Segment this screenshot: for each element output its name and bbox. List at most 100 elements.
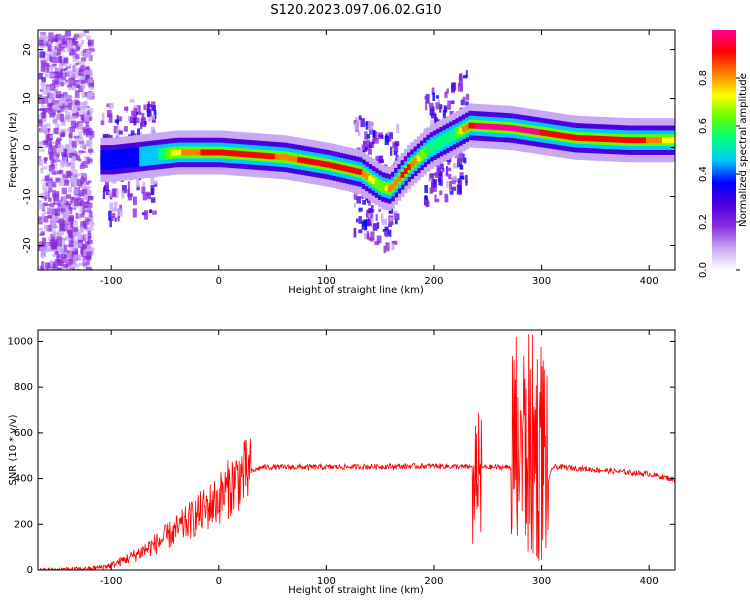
spectrogram-cell [38,141,44,145]
spectrogram-cell [82,81,86,90]
spectrogram-cell [142,192,147,201]
spectrogram-ridge-cell [397,175,402,182]
snr-x-axis-label: Height of straight line (km) [288,585,424,596]
spectrogram-cell [147,115,152,122]
spectrogram-cell [58,98,64,106]
spectrogram-ridge-cell [600,136,605,142]
spectrogram-cell [50,56,56,63]
spectrogram-cell [69,265,73,270]
spectrogram-cell [88,233,92,239]
spectrogram-ridge-cell [232,150,237,157]
spectrogram-cell [58,218,64,225]
spectrogram-cell [42,237,46,244]
spectrogram-cell [78,69,85,76]
spectrogram-cell [49,202,55,208]
spectrogram-x-tick-label: 100 [317,276,336,287]
spectrogram-cell [54,244,58,249]
spectrogram-cell [84,143,90,147]
spectrogram-ridge-cell [290,155,295,162]
spectrogram-cell [59,113,65,122]
spectrogram-cell [57,40,63,46]
spectrogram-ridge-cell [400,171,405,178]
spectrogram-cell [376,235,382,244]
spectrogram-cell [60,68,67,71]
spectrogram-cell [675,130,679,150]
spectrogram-cell [135,177,140,188]
spectrogram-cell [52,261,59,270]
spectrogram-cell [84,240,90,246]
spectrogram-cell [87,77,94,80]
spectrogram-cell [80,162,85,167]
spectrogram-cell [115,187,119,198]
spectrogram-cell [428,178,433,182]
spectrogram-cell [129,116,134,122]
spectrogram-cell [69,130,73,139]
spectrogram-cell [45,89,49,96]
spectrogram-cell [44,128,48,135]
spectrogram-cell [358,130,361,137]
spectrogram-cell [72,126,76,132]
spectrogram-cell [103,186,106,192]
spectrogram-cell [61,35,66,40]
spectrogram-cell [44,224,48,231]
spectrogram-cell [65,79,69,83]
spectrogram-cell [150,185,155,196]
spectrogram-cell [75,81,82,85]
spectrogram-cell [73,220,78,226]
snr-marks [38,334,675,570]
spectrogram-cell [69,71,75,78]
spectrogram-cell [41,101,45,108]
spectrogram-cell [60,160,66,167]
spectrogram-cell [450,100,455,105]
spectrogram-x-tick-label: 200 [424,276,443,287]
spectrogram-cell [458,76,463,86]
spectrogram-ridge-cell [132,154,137,161]
spectrogram-ridge-cell [591,135,595,142]
spectrogram-cell [368,128,373,135]
spectrogram-cell [61,145,67,150]
spectrogram-cell [85,186,89,189]
spectrogram-cell [62,98,66,102]
spectrogram-ridge-cell [174,149,179,156]
spectrogram-cell [75,111,80,115]
spectrogram-ridge-cell [439,138,444,145]
spectrogram-cell [394,141,400,147]
spectrogram-ridge-cell [442,136,447,143]
spectrogram-cell [78,262,83,266]
spectrogram-cell [135,111,139,115]
spectrogram-cell [78,35,83,39]
spectrogram-cell [395,155,400,159]
spectrogram-cell [68,152,74,159]
spectrogram-ridge-cell [297,156,302,163]
spectrogram-cell [73,238,78,246]
spectrogram-ridge-cell [206,149,211,156]
spectrogram-ridge-cell [332,163,337,170]
spectrogram-cell [378,132,383,137]
spectrogram-cell [47,236,51,242]
spectrogram-cell [47,44,52,52]
spectrogram-cell [65,215,69,223]
colorbar-tick-label: 0.0 [698,262,709,278]
colorbar-tick-label: 0.6 [698,118,709,134]
spectrogram-ridge-cell [316,160,321,166]
spectrogram-ridge-cell [407,164,411,171]
spectrogram-ridge-cell [323,161,327,168]
spectrogram-ridge-cell [665,137,670,144]
spectrogram-cell [59,133,65,138]
spectrogram-cell [77,242,83,248]
spectrogram-cell [61,205,66,213]
spectrogram-cell [58,143,63,148]
spectrogram-cell [431,87,435,96]
spectrogram-cell [70,222,74,228]
spectrogram-cell [89,247,95,251]
spectrogram-cell [74,254,80,259]
spectrogram-ridge-cell [277,154,282,160]
spectrogram-ridge-cell [100,156,105,163]
spectrogram-cell [46,224,53,232]
spectrogram-y-axis-label: Frequency (Hz) [8,112,19,188]
spectrogram-cell [83,255,89,259]
spectrogram-cell [42,91,48,95]
spectrogram-cell [465,93,470,101]
spectrogram-cell [55,123,60,130]
spectrogram-cell [69,48,74,56]
